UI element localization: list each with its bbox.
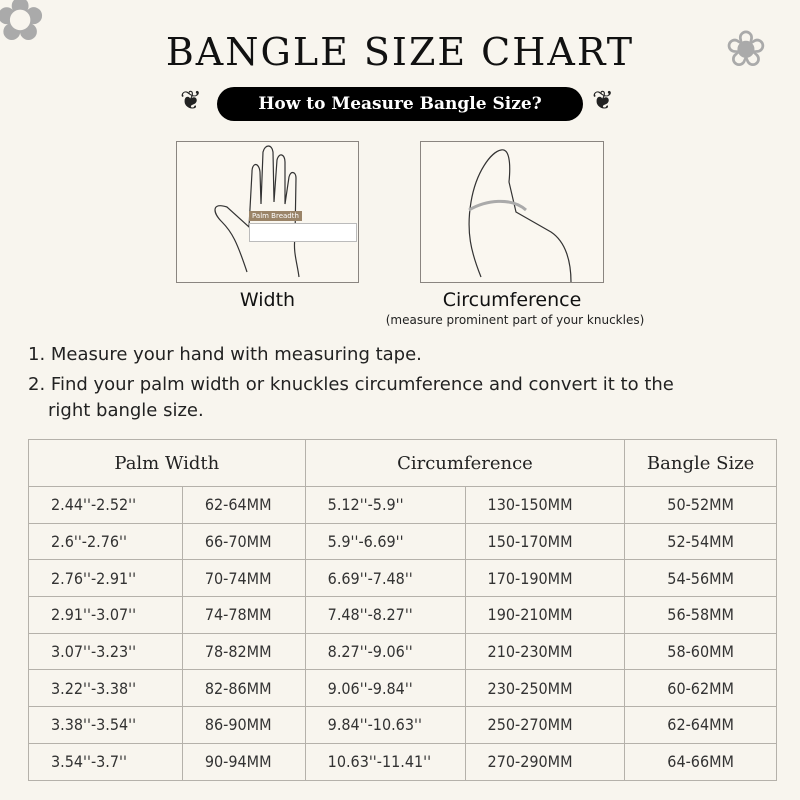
cell-circ-mm: 130-150MM — [464, 486, 626, 524]
width-caption: Width — [239, 289, 296, 311]
cell-bangle-size: 54-56MM — [624, 559, 777, 598]
cell-circ-inch: 9.06''-9.84'' — [304, 669, 466, 708]
lotus-corner-decoration: ✿ — [0, 0, 46, 55]
cell-bangle-size: 64-66MM — [624, 742, 777, 781]
cell-palm-inch: 2.6''-2.76'' — [28, 522, 183, 561]
cell-palm-inch: 2.91''-3.07'' — [28, 596, 183, 634]
cell-circ-mm: 170-190MM — [464, 559, 626, 598]
ruler — [249, 223, 357, 242]
cell-circ-inch: 10.63''-11.41'' — [304, 742, 466, 781]
cell-circ-inch: 9.84''-10.63'' — [304, 706, 466, 744]
table-row: 3.22''-3.38'' 82-86MM 9.06''-9.84'' 230-250… — [28, 669, 777, 708]
cell-palm-inch: 3.22''-3.38'' — [28, 669, 183, 708]
cell-palm-mm: 78-82MM — [181, 632, 306, 671]
cell-circ-mm: 210-230MM — [464, 632, 626, 671]
hand-width-icon — [214, 145, 300, 278]
cell-bangle-size: 58-60MM — [624, 632, 777, 671]
cell-palm-inch: 2.44''-2.52'' — [28, 486, 183, 524]
palm-breadth-label: Palm Breadth — [249, 211, 302, 221]
cell-circ-mm: 230-250MM — [464, 669, 626, 708]
circumference-illustration — [420, 141, 604, 283]
step-2: 2. Find your palm width or knuckles circ… — [28, 374, 674, 395]
hand-circumference-icon — [468, 149, 572, 283]
step-2-cont: right bangle size. — [48, 400, 204, 421]
cell-bangle-size: 62-64MM — [624, 706, 777, 744]
circumference-note: (measure prominent part of your knuckles… — [385, 313, 645, 327]
table-row: 2.76''-2.91'' 70-74MM 6.69''-7.48'' 170-190… — [28, 559, 777, 598]
cell-circ-inch: 5.12''-5.9'' — [304, 486, 466, 524]
cell-palm-mm: 90-94MM — [181, 742, 306, 781]
cell-circ-mm: 270-290MM — [464, 742, 626, 781]
size-table: Palm Width Circumference Bangle Size 2.4… — [28, 439, 777, 781]
cell-circ-inch: 6.69''-7.48'' — [304, 559, 466, 598]
cell-palm-mm: 66-70MM — [181, 522, 306, 561]
table-row: 2.6''-2.76'' 66-70MM 5.9''-6.69'' 150-170MM… — [28, 522, 777, 561]
table-row: 3.07''-3.23'' 78-82MM 8.27''-9.06'' 210-230… — [28, 632, 777, 671]
header-palm-width: Palm Width — [28, 439, 306, 487]
cell-bangle-size: 52-54MM — [624, 522, 777, 561]
cell-circ-inch: 5.9''-6.69'' — [304, 522, 466, 561]
cell-palm-inch: 3.07''-3.23'' — [28, 632, 183, 671]
cell-palm-inch: 3.54''-3.7'' — [28, 742, 183, 781]
cell-circ-inch: 8.27''-9.06'' — [304, 632, 466, 671]
table-row: 3.54''-3.7'' 90-94MM 10.63''-11.41'' 270-29… — [28, 742, 777, 781]
subtitle-banner: How to Measure Bangle Size? — [217, 87, 583, 121]
header-bangle-size: Bangle Size — [624, 439, 777, 487]
cell-bangle-size: 60-62MM — [624, 669, 777, 708]
swirl-right-icon: ❦ — [592, 86, 614, 116]
cell-circ-mm: 250-270MM — [464, 706, 626, 744]
cell-bangle-size: 56-58MM — [624, 596, 777, 634]
cell-circ-mm: 190-210MM — [464, 596, 626, 634]
cell-palm-inch: 3.38''-3.54'' — [28, 706, 183, 744]
width-illustration: Palm Breadth — [176, 141, 359, 283]
cell-palm-inch: 2.76''-2.91'' — [28, 559, 183, 598]
cell-palm-mm: 86-90MM — [181, 706, 306, 744]
cell-bangle-size: 50-52MM — [624, 486, 777, 524]
circumference-caption: Circumference — [442, 289, 582, 311]
table-row: 2.91''-3.07'' 74-78MM 7.48''-8.27'' 190-210… — [28, 596, 777, 634]
table-header-row: Palm Width Circumference Bangle Size — [28, 439, 777, 487]
cell-circ-inch: 7.48''-8.27'' — [304, 596, 466, 634]
cell-palm-mm: 82-86MM — [181, 669, 306, 708]
lotus-hanging-decoration: ❀ — [725, 20, 767, 78]
step-1: 1. Measure your hand with measuring tape… — [28, 344, 422, 365]
swirl-left-icon: ❦ — [180, 86, 202, 116]
cell-palm-mm: 62-64MM — [181, 486, 306, 524]
table-row: 3.38''-3.54'' 86-90MM 9.84''-10.63'' 250-27… — [28, 706, 777, 744]
table-row: 2.44''-2.52'' 62-64MM 5.12''-5.9'' 130-150M… — [28, 486, 777, 524]
header-circumference: Circumference — [304, 439, 626, 487]
cell-circ-mm: 150-170MM — [464, 522, 626, 561]
page-title: BANGLE SIZE CHART — [165, 30, 635, 74]
cell-palm-mm: 74-78MM — [181, 596, 306, 634]
cell-palm-mm: 70-74MM — [181, 559, 306, 598]
